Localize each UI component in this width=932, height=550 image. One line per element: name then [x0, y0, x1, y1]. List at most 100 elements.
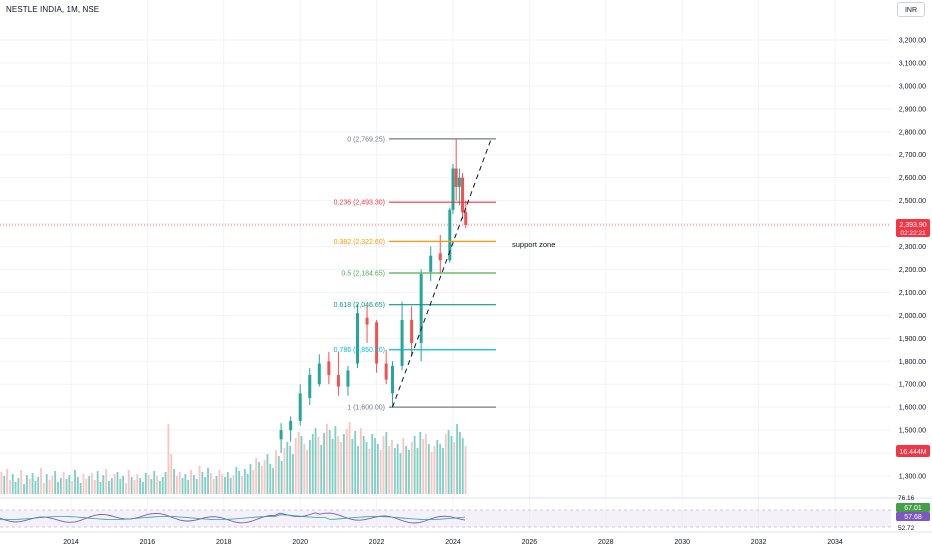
volume-bar [359, 428, 362, 494]
volume-bar [178, 472, 181, 494]
volume-bar [51, 476, 54, 494]
volume-bar [133, 480, 136, 494]
volume-bar [425, 434, 427, 494]
candle-body [308, 375, 312, 398]
volume-bar [379, 450, 382, 494]
time-axis: 2014 2016 2018 2020 2022 2024 2026 2028 2030 2032… [0, 531, 932, 546]
volume-bar [402, 438, 405, 494]
price-tick-label: 2,500.00 [899, 198, 926, 205]
volume-bar [224, 477, 226, 494]
candle-body [419, 274, 423, 343]
candle-body [317, 363, 321, 385]
volume-bar [376, 444, 379, 494]
volume-bar [91, 473, 93, 494]
volume-bar [269, 464, 272, 494]
volume-bar [252, 470, 255, 494]
year-tick-label: 2018 [216, 539, 232, 546]
volume-bar [68, 475, 71, 494]
volume-bar [11, 474, 14, 494]
volume-bar [136, 474, 139, 494]
fib-retracement: 0 (2,769.25) 0.236 (2,493.30) 0.382 (2,322… [334, 136, 496, 412]
volume-bar [110, 478, 113, 494]
volume-bar [42, 483, 45, 494]
chart-title: NESTLE INDIA, 1M, NSE [6, 5, 100, 14]
volume-bar [147, 475, 150, 494]
year-tick-label: 2030 [674, 539, 690, 546]
volume-bar [65, 479, 68, 494]
volume-bar [218, 470, 221, 494]
volume-bar [461, 438, 464, 494]
volume-bar [187, 480, 190, 494]
volume-bar [422, 439, 425, 494]
candle-body [327, 361, 331, 376]
volume-bar [399, 453, 402, 494]
volume-bar [209, 473, 212, 494]
candle-body [448, 209, 452, 261]
volume-bar [464, 446, 467, 494]
volume-bar [79, 483, 82, 494]
volume-bar [325, 424, 328, 494]
trend-line-dashed [392, 138, 492, 408]
volume-bar [195, 479, 198, 494]
volume-bar [320, 445, 323, 494]
rsi-line [0, 512, 466, 524]
volume-bar [416, 448, 419, 494]
volume-bar [150, 479, 153, 494]
volume-bar [207, 468, 209, 494]
volume-bar [263, 460, 266, 494]
volume-bar [93, 480, 96, 494]
volume-bar [255, 458, 258, 494]
volume-bar [340, 442, 342, 494]
candle-body [457, 177, 461, 187]
volume-bar [125, 483, 127, 494]
volume-bar [3, 476, 6, 494]
volume-bar [337, 436, 340, 494]
volume-bar [345, 429, 348, 494]
volume-bar [127, 470, 130, 494]
volume-bar [331, 439, 334, 494]
candle-body [464, 212, 468, 225]
volume-bar [161, 477, 164, 494]
rsi-value-1: 67.01 [904, 505, 922, 512]
volume-bar [181, 478, 184, 494]
volume-bar [275, 450, 277, 494]
volume-bar [396, 444, 399, 494]
volume-bar [238, 471, 241, 494]
volume-bar [456, 424, 459, 494]
price-tick-label: 2,000.00 [899, 313, 926, 320]
volume-bar [368, 449, 371, 494]
volume-bar [342, 434, 345, 494]
rsi-pane: 76.16 52.72 67.01 57.68 [0, 495, 932, 532]
support-zone-label: support zone [512, 240, 555, 249]
volume-bar [173, 469, 175, 494]
volume-bar [382, 436, 385, 494]
volume-bar [334, 426, 337, 494]
volume-badge [896, 445, 930, 457]
volume-bar [25, 475, 28, 494]
candle-body [438, 253, 442, 261]
price-tick-label: 1,700.00 [899, 382, 926, 389]
candle-body [451, 168, 455, 210]
price-tick-label: 2,100.00 [899, 290, 926, 297]
volume-bar [436, 440, 439, 494]
volume-bar [175, 476, 178, 494]
volume-bar [153, 471, 156, 494]
volume-bar [215, 476, 218, 494]
candle-body [336, 375, 340, 387]
fib-level-label: 0.618 (2,046.65) [334, 302, 385, 309]
volume-bar [408, 450, 410, 494]
currency-selector[interactable]: INR [897, 2, 925, 17]
fib-level-label: 1 (1,600.00) [347, 405, 385, 412]
volume-bar [374, 438, 376, 494]
volume-bar [71, 481, 74, 494]
volume-bar [258, 462, 260, 494]
rsi-ma-line [0, 514, 466, 520]
candle-body [400, 319, 404, 366]
volume-bar [20, 470, 23, 494]
volume-bar [156, 476, 158, 494]
price-tick-label: 3,000.00 [899, 83, 926, 90]
volume-bar [289, 446, 292, 494]
volume-bar [144, 473, 147, 494]
volume-bar [116, 472, 119, 494]
